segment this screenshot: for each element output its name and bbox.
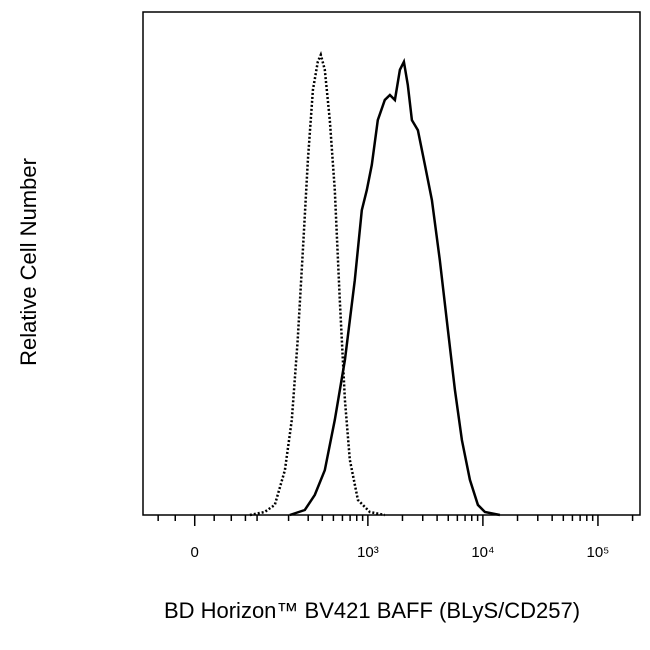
histogram-line	[289, 57, 501, 517]
y-axis-title: Relative Cell Number	[16, 158, 41, 366]
x-tick-label: 10³	[357, 544, 379, 561]
x-axis-title: BD Horizon™ BV421 BAFF (BLyS/CD257)	[164, 598, 580, 623]
x-tick-label: 0	[191, 544, 199, 561]
plot-frame	[142, 11, 641, 516]
histogram-line	[249, 50, 386, 517]
x-tick-label: 10⁴	[471, 544, 494, 561]
x-tick-label: 10⁵	[586, 544, 609, 561]
